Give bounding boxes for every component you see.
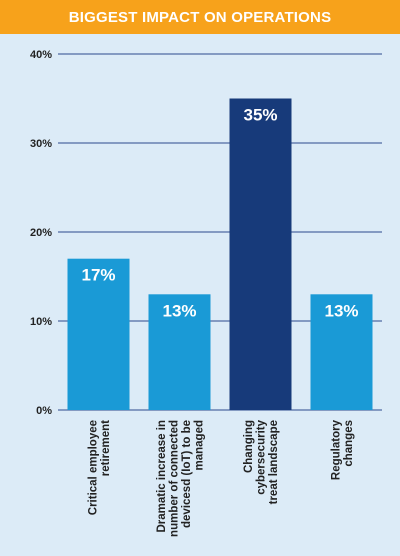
chart-title-banner: BIGGEST IMPACT ON OPERATIONS xyxy=(0,0,400,34)
y-tick-label: 30% xyxy=(30,138,52,150)
bar-chart: 0% 10% 20% 30% 40% 17% Critical employee retire… xyxy=(30,49,382,537)
x-category-label-line: cybersecurity xyxy=(256,419,268,494)
x-category-label-line: Regulatory xyxy=(330,419,342,480)
y-tick-label: 10% xyxy=(30,316,52,328)
bar-3 xyxy=(310,294,373,410)
x-category-label: Changing cybersecurity treat landscape xyxy=(243,419,280,504)
data-label: 17% xyxy=(81,266,115,285)
x-category-label: Dramatic increase in number of connected d… xyxy=(156,420,206,537)
chart-area: 0% 10% 20% 30% 40% 17% Critical employee retire… xyxy=(0,34,400,556)
x-category-label: Critical employee retirement xyxy=(87,420,112,515)
bar-0 xyxy=(67,258,130,410)
y-tick-label: 20% xyxy=(30,227,52,239)
chart-title: BIGGEST IMPACT ON OPERATIONS xyxy=(68,8,332,26)
x-category-label-line: retirement xyxy=(100,420,112,476)
x-category-label-line: number of connected xyxy=(168,420,180,537)
x-category-label: Regulatory changes xyxy=(330,419,355,480)
data-label: 35% xyxy=(243,106,277,125)
y-tick-label: 0% xyxy=(36,405,52,417)
y-tick-label: 40% xyxy=(30,49,52,61)
x-category-label-line: treat landscape xyxy=(268,420,280,504)
data-label: 13% xyxy=(162,301,196,320)
x-category-label-line: managed xyxy=(193,420,205,471)
bar-1 xyxy=(148,294,211,410)
x-category-label-line: changes xyxy=(343,420,355,467)
x-category-label-line: devicesd (IoT) to be xyxy=(181,420,193,528)
x-category-label-line: Dramatic increase in xyxy=(156,420,168,533)
x-category-label-line: Changing xyxy=(243,420,255,473)
x-category-label-line: Critical employee xyxy=(87,420,99,515)
data-label: 13% xyxy=(324,301,358,320)
bar-2 xyxy=(229,98,292,410)
